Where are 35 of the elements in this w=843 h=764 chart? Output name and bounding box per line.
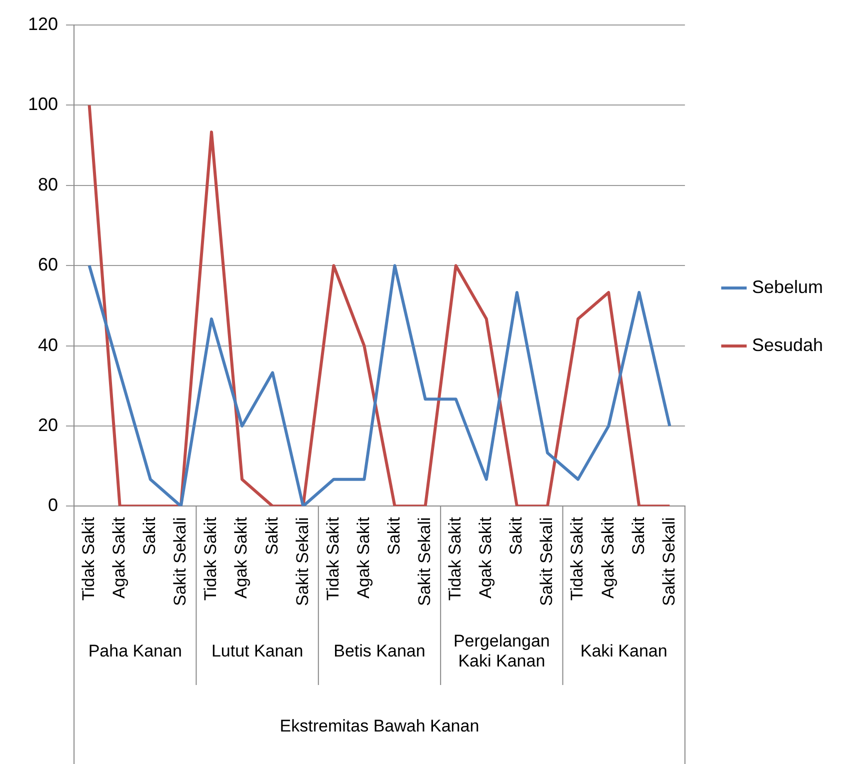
text: Paha Kanan	[88, 642, 182, 661]
text: Kaki Kanan	[580, 642, 668, 661]
x-tick-label: Sakit	[628, 516, 648, 555]
x-tick-label: Sakit Sekali	[292, 517, 312, 606]
x-tick-label: Sakit	[140, 516, 160, 555]
x-tick-label: Sakit	[506, 516, 526, 555]
y-tick-label: 0	[48, 495, 58, 516]
y-tick-label: 40	[38, 334, 58, 355]
x-tick-label: Tidak Sakit	[323, 516, 342, 601]
x-tick-label: Agak Sakit	[476, 516, 496, 598]
y-tick-label: 60	[38, 254, 58, 275]
legend-label: Sebelum	[752, 276, 823, 297]
x-tick-label: Sakit Sekali	[170, 517, 190, 606]
x-tick-label: Agak Sakit	[354, 516, 373, 598]
x-tick-label: Tidak Sakit	[201, 516, 220, 601]
y-tick-label: 80	[38, 174, 58, 194]
x-tick-label: Sakit Sekali	[659, 517, 678, 606]
x-tick-label: Agak Sakit	[110, 516, 129, 598]
x-tick-label: Tidak Sakit	[568, 516, 587, 601]
y-tick-label: 120	[28, 14, 58, 34]
legend-label: Sesudah	[752, 334, 824, 355]
x-tick-label: Sakit	[384, 516, 404, 555]
x-tick-label: Agak Sakit	[598, 516, 618, 598]
text: Lutut Kanan	[211, 642, 304, 661]
text: Ekstremitas Bawah Kanan	[280, 716, 480, 736]
x-tick-label: Sakit Sekali	[414, 517, 434, 606]
y-tick-label: 20	[38, 414, 58, 435]
x-tick-label: Sakit	[262, 516, 282, 555]
x-tick-label: Tidak Sakit	[446, 516, 465, 601]
text: Betis Kanan	[334, 642, 426, 661]
y-tick-label: 100	[28, 94, 58, 114]
text: Pergelangan Kaki Kanan	[453, 632, 550, 671]
x-tick-label: Sakit Sekali	[537, 517, 556, 606]
x-tick-label: Tidak Sakit	[78, 516, 98, 601]
x-tick-label: Agak Sakit	[232, 516, 251, 598]
